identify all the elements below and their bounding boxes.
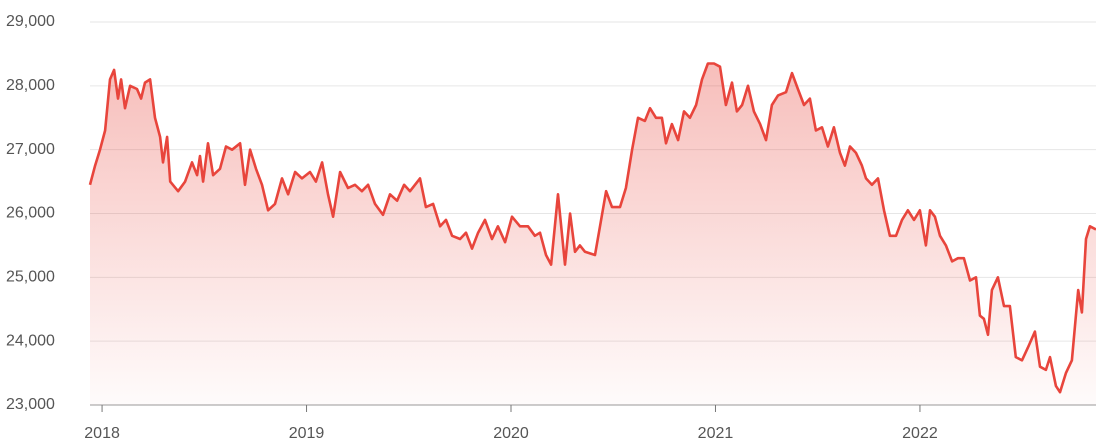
line <box>88 62 1096 394</box>
area <box>90 63 1096 405</box>
x-tick-label: 2020 <box>493 425 529 442</box>
y-tick-label: 25,000 <box>6 269 55 286</box>
x-tick-label: 2022 <box>902 425 938 442</box>
y-tick-label: 29,000 <box>6 13 55 30</box>
y-tick-label: 28,000 <box>6 77 55 94</box>
y-tick-label: 27,000 <box>6 141 55 158</box>
x-tick-label: 2019 <box>289 425 325 442</box>
y-tick-label: 26,000 <box>6 205 55 222</box>
y-tick-label: 24,000 <box>6 332 55 349</box>
x-tick-label: 2021 <box>698 425 734 442</box>
y-tick-label: 23,000 <box>6 396 55 413</box>
x-tick-label: 2018 <box>84 425 120 442</box>
